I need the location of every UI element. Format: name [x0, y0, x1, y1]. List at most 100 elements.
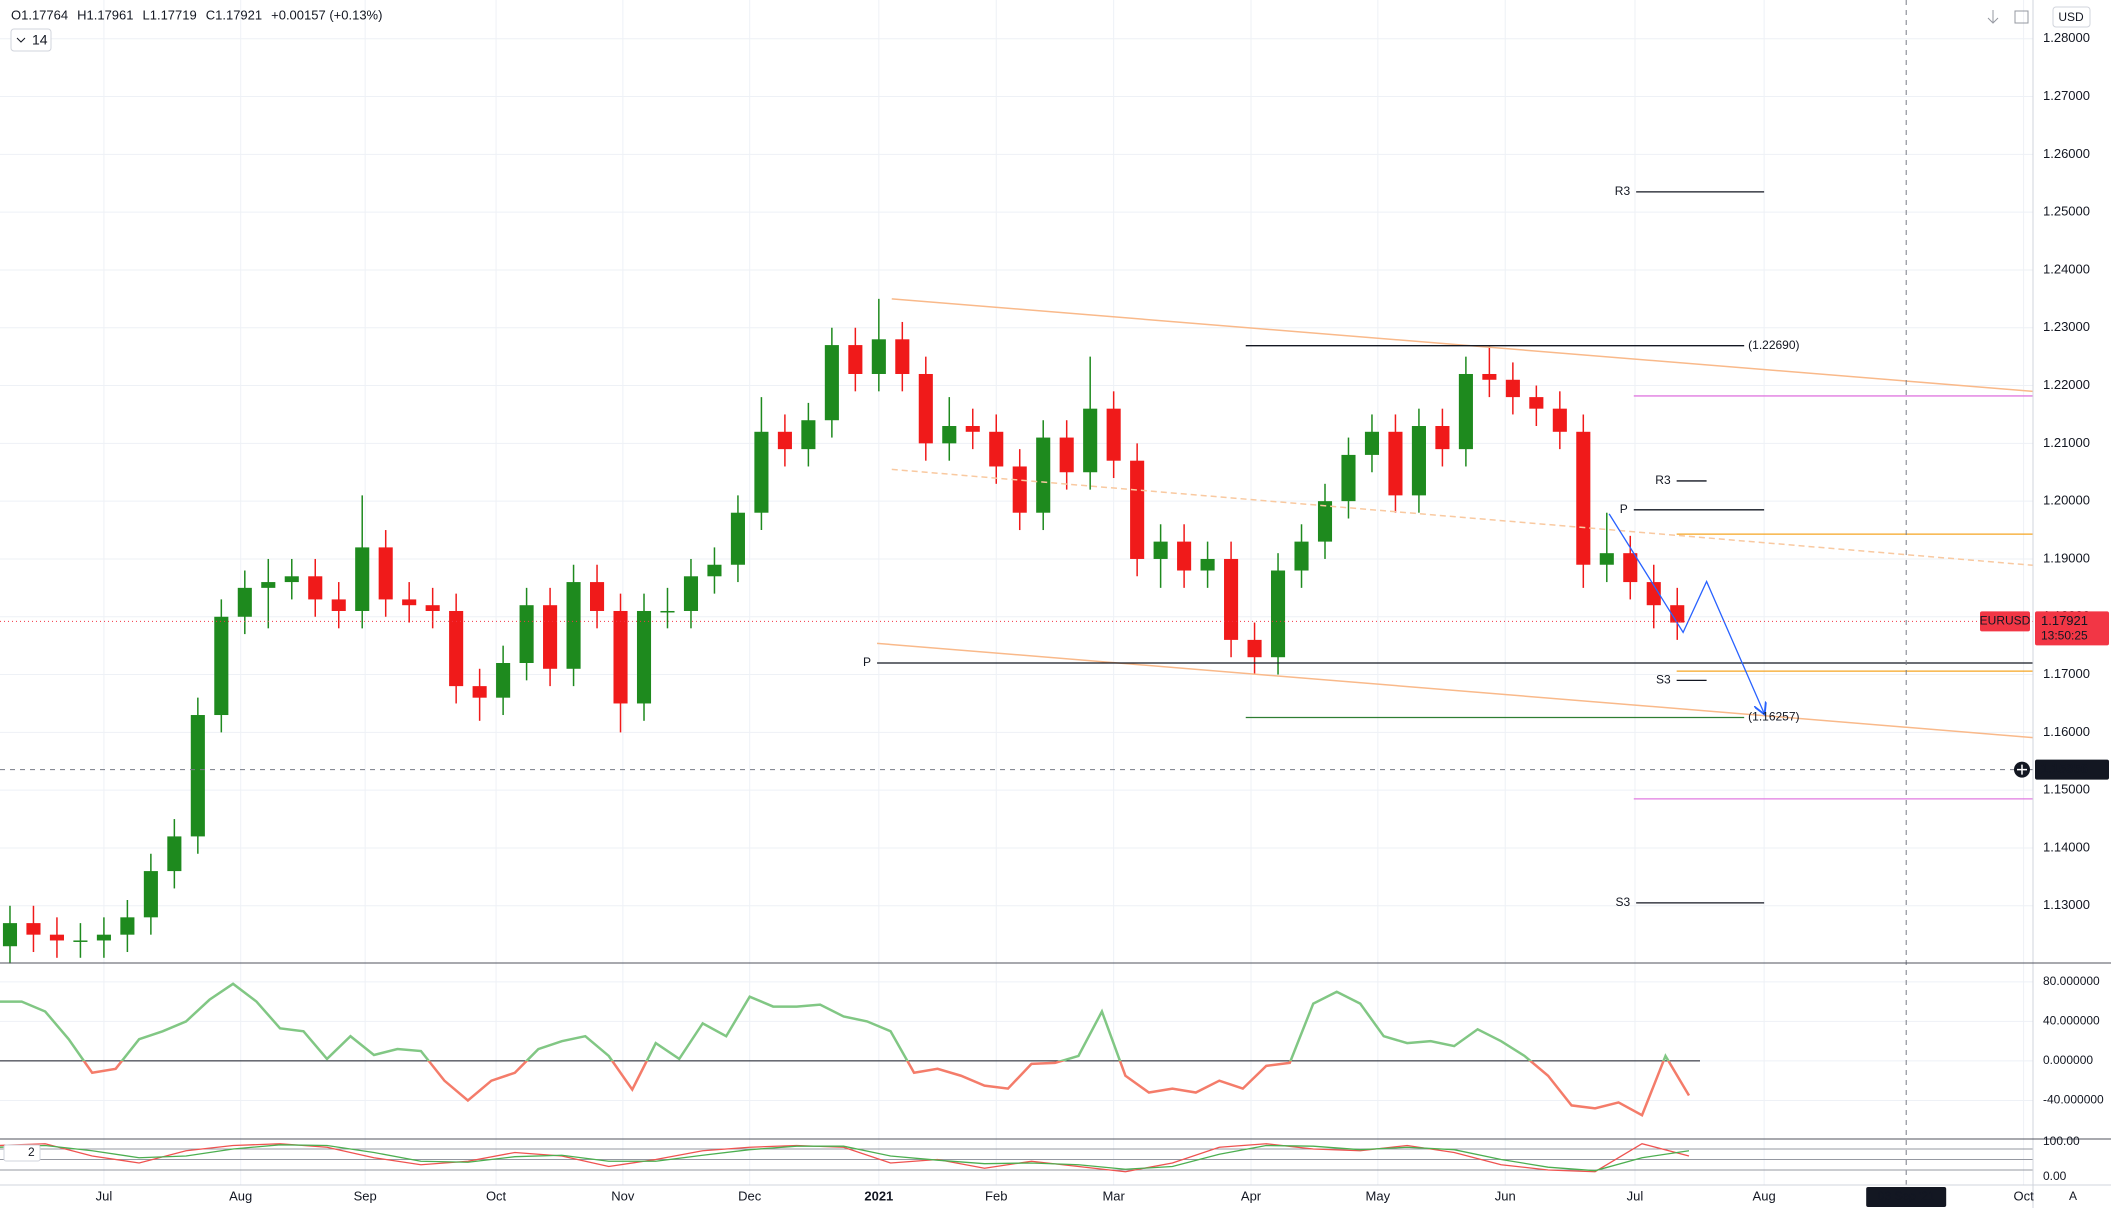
candle-body [167, 836, 182, 872]
indicator-label: 14 [32, 32, 48, 48]
candle-body [331, 599, 346, 611]
y-tick-label: 1.22000 [2043, 377, 2090, 392]
crosshair-x-tag [1866, 1187, 1947, 1207]
candle-body [1388, 431, 1403, 496]
y-tick-label: 0.000000 [2043, 1053, 2093, 1067]
candle-body [730, 512, 745, 565]
y-tick-label: 1.27000 [2043, 88, 2090, 103]
candle-body [801, 420, 816, 450]
currency-label: USD [2058, 10, 2084, 24]
candle-body [143, 871, 158, 918]
candle-body [402, 599, 417, 606]
candle-body [1529, 397, 1544, 409]
candle-body [1059, 437, 1074, 473]
header: O1.17764 H1.17961 L1.17719 C1.17921 +0.00157… [11, 7, 382, 22]
trendline [877, 642, 2034, 739]
y-tick-label: 1.26000 [2043, 146, 2090, 161]
candle-body [707, 564, 722, 577]
fullscreen-icon[interactable] [2014, 10, 2029, 24]
x-tick-label: Aug [229, 1188, 252, 1203]
currency-button[interactable] [2052, 6, 2091, 28]
candle-body [1224, 558, 1239, 640]
auto-scale[interactable]: A [2069, 1189, 2077, 1203]
y-tick-label: 80.000000 [2043, 974, 2100, 988]
candle-body [989, 431, 1004, 467]
level-name: R3 [1615, 184, 1631, 198]
mark-layer [0, 0, 2034, 1185]
x-tick-label: Apr [1241, 1188, 1262, 1203]
candle-body [2, 923, 18, 947]
x-tick-label: Nov [611, 1188, 635, 1203]
x-tick-label: 2021 [864, 1188, 893, 1203]
level-name: P [1620, 502, 1628, 516]
crosshair-y-label: 1.15356 [2041, 761, 2088, 776]
y-tick-label: 1.16000 [2043, 724, 2090, 739]
series-line [0, 1143, 1690, 1173]
ohlc-legend: C1.17921 [206, 7, 262, 22]
ohlc-legend: L1.17719 [143, 7, 197, 22]
grid-layer [0, 0, 2033, 1185]
candle-body [261, 582, 276, 588]
y-tick-label: 1.13000 [2043, 897, 2090, 912]
candle-body [1576, 431, 1591, 565]
candle-body [871, 339, 886, 374]
candle-body [942, 426, 957, 444]
x-tick-label: Jul [1627, 1188, 1644, 1203]
y-tick-label: 1.20000 [2043, 493, 2090, 508]
candle-body [496, 663, 511, 698]
candle-body [449, 610, 464, 687]
add-alert-plus [2017, 764, 2027, 775]
y-tick-label: -40.000000 [2043, 1093, 2104, 1107]
candle-body [1482, 373, 1497, 380]
candle-body [636, 610, 652, 704]
candle-body [378, 547, 393, 600]
level-name: P [863, 655, 871, 669]
crosshair-y-tag [2035, 759, 2109, 780]
candle-body [613, 610, 628, 704]
candle-body [754, 431, 769, 513]
countdown-label: 13:50:25 [2041, 628, 2088, 642]
candle-body [848, 345, 863, 374]
download-icon[interactable] [1987, 10, 1999, 24]
candle-body [589, 582, 605, 611]
candle-body [1623, 553, 1638, 583]
x-tick-label: Oct [2013, 1188, 2034, 1203]
y-tick-label: 1.24000 [2043, 261, 2090, 276]
candle-body [965, 426, 980, 432]
candle-body [918, 373, 933, 444]
indicator-box[interactable] [10, 28, 52, 52]
ohlc-legend: O1.17764 [11, 7, 68, 22]
indicator-box[interactable] [3, 1144, 41, 1162]
candle-body [543, 605, 558, 669]
y-tick-label: 1.17000 [2043, 666, 2090, 681]
candle-body [1036, 437, 1051, 513]
candle-body [190, 715, 205, 837]
y-tick-label: 40.000000 [2043, 1014, 2100, 1028]
candle-body [1130, 460, 1145, 559]
candle-body [1106, 408, 1121, 461]
candle-body [237, 587, 252, 617]
candle-body [472, 686, 487, 698]
y-tick-label: 1.23000 [2043, 319, 2090, 334]
candle-body [1317, 501, 1333, 542]
candle-body [1364, 431, 1380, 455]
candle-body [1411, 426, 1426, 496]
candle-body [824, 345, 839, 421]
candle-body [120, 917, 135, 935]
candle-body [1458, 373, 1473, 450]
level-name: R3 [1655, 473, 1671, 487]
x-tick-label: Oct [486, 1188, 507, 1203]
y-tick-label: 0.00 [2043, 1169, 2067, 1183]
candle-body [1177, 541, 1192, 571]
y-tick-label: 1.21000 [2043, 435, 2090, 450]
candle-body [1247, 639, 1262, 658]
candle-body [1552, 408, 1567, 432]
symbol-tag [1980, 611, 2030, 632]
candle-body [96, 934, 111, 941]
candle-body [660, 610, 675, 613]
last-price-label: 1.17921 [2041, 613, 2088, 628]
candle-body [1294, 541, 1309, 571]
candle-body [355, 547, 370, 611]
